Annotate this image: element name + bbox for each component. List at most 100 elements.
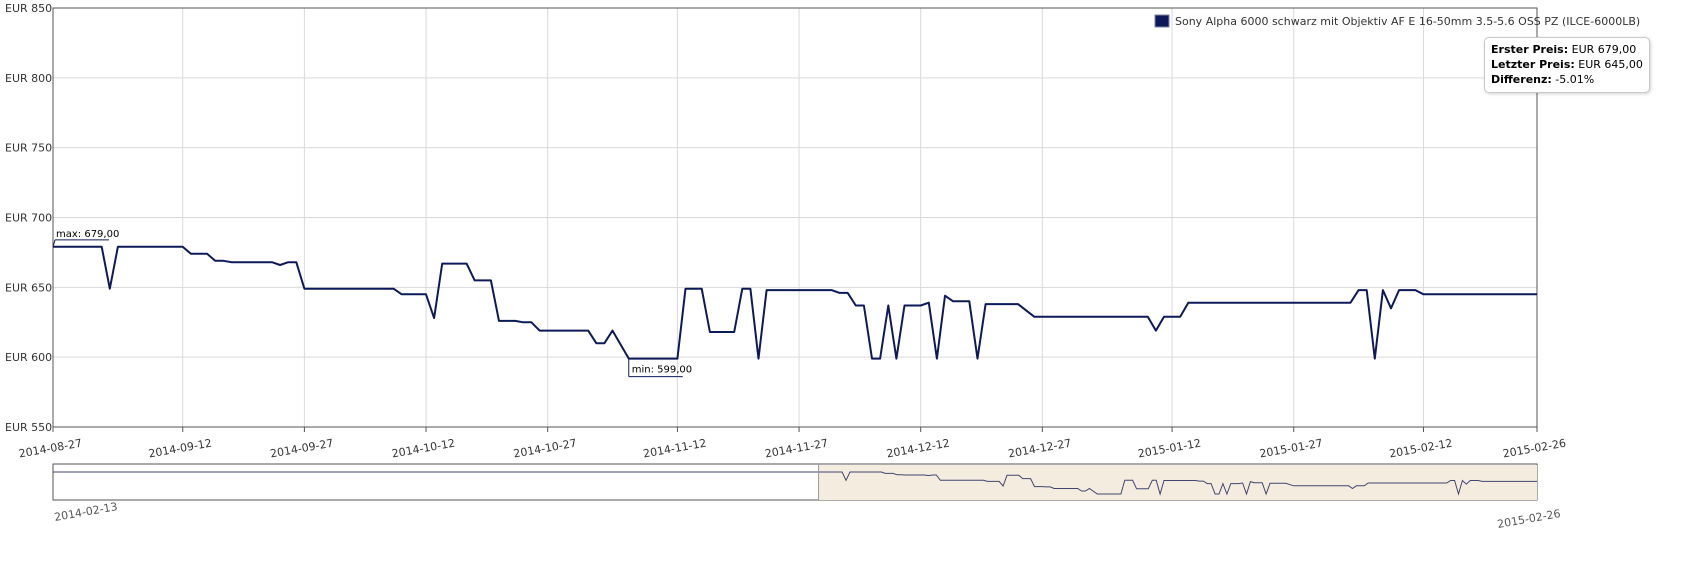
data-point (748, 286, 753, 291)
data-point (294, 260, 299, 265)
data-point (513, 318, 518, 323)
navigator-end-label: 2015-02-26 (1496, 507, 1561, 531)
y-tick-label: EUR 750 (5, 142, 52, 155)
navigator-series (53, 471, 1537, 496)
price-summary-tooltip: Erster Preis: EUR 679,00 Letzter Preis: … (1484, 37, 1650, 93)
legend-swatch (1154, 14, 1170, 28)
data-point (399, 292, 404, 297)
y-tick-label: EUR 600 (5, 351, 52, 364)
data-point (1364, 288, 1369, 293)
first-price-row: Erster Preis: EUR 679,00 (1491, 42, 1643, 57)
max-label: max: 679,00 (56, 229, 119, 240)
data-point (115, 244, 120, 249)
y-tick-label: EUR 800 (5, 72, 52, 85)
data-point (870, 356, 875, 361)
min-max-annotations: max: 679,00 min: 599,00 (52, 229, 692, 378)
plot-frame (52, 7, 1538, 428)
data-point (180, 244, 185, 249)
data-point (278, 262, 283, 267)
data-point (391, 286, 396, 291)
navigator-start-label: 2014-02-13 (53, 500, 118, 524)
data-point (845, 290, 850, 295)
data-point (1145, 314, 1150, 319)
price-line (53, 245, 1537, 360)
data-point (205, 251, 210, 256)
data-point (594, 341, 599, 346)
data-point (764, 288, 769, 293)
x-tick-label: 2014-11-12 (642, 437, 707, 461)
data-point (740, 286, 745, 291)
x-tick-label: 2015-02-12 (1388, 437, 1453, 461)
navigator-line (53, 471, 1537, 496)
x-tick-label: 2015-01-12 (1137, 437, 1202, 461)
data-point (586, 328, 591, 333)
navigator[interactable]: 2014-02-13 2015-02-26 (52, 463, 1561, 531)
min-annotation: min: 599,00 (628, 358, 692, 378)
data-point (951, 299, 956, 304)
data-point (229, 260, 234, 265)
data-point (853, 303, 858, 308)
y-axis: EUR 850 EUR 800 EUR 750 EUR 700 EUR 650 EUR 6… (5, 2, 52, 434)
y-tick-label: EUR 550 (5, 421, 52, 434)
data-point (213, 258, 218, 263)
x-tick-label: 2015-02-26 (1502, 437, 1567, 461)
data-point (837, 290, 842, 295)
x-tick-label: 2014-12-27 (1007, 437, 1072, 461)
data-point (926, 300, 931, 305)
data-point (886, 303, 891, 308)
data-point (1153, 328, 1158, 333)
data-point (967, 299, 972, 304)
data-point (440, 261, 445, 266)
data-point (1161, 314, 1166, 319)
min-label: min: 599,00 (632, 365, 692, 376)
last-price-label: Letzter Preis: (1491, 58, 1575, 71)
data-point (699, 286, 704, 291)
data-point (188, 251, 193, 256)
data-point (1535, 292, 1540, 297)
data-point (1032, 314, 1037, 319)
data-point (1372, 356, 1377, 361)
data-point (1178, 314, 1183, 319)
data-point (732, 330, 737, 335)
x-tick-label: 2014-10-27 (512, 437, 577, 461)
data-point (602, 341, 607, 346)
x-tick-label: 2015-01-27 (1259, 437, 1324, 461)
data-point (1016, 302, 1021, 307)
data-point (1397, 288, 1402, 293)
y-tick-label: EUR 700 (5, 212, 52, 225)
data-point (861, 303, 866, 308)
data-point (983, 302, 988, 307)
y-tick-label: EUR 650 (5, 281, 52, 294)
data-point (107, 286, 112, 291)
legend[interactable]: Sony Alpha 6000 schwarz mit Objektiv AF … (1154, 14, 1640, 28)
y-tick-label: EUR 850 (5, 2, 52, 15)
data-point (1389, 306, 1394, 311)
first-price-label: Erster Preis: (1491, 43, 1569, 56)
data-point (756, 356, 761, 361)
data-point (918, 303, 923, 308)
x-tick-label: 2014-08-27 (18, 437, 83, 461)
data-point (302, 286, 307, 291)
x-tick-label: 2014-11-27 (764, 437, 829, 461)
data-point (829, 288, 834, 293)
data-point (1356, 288, 1361, 293)
data-point (610, 328, 615, 333)
data-point (675, 356, 680, 361)
legend-label: Sony Alpha 6000 schwarz mit Objektiv AF … (1175, 15, 1640, 28)
data-point (269, 260, 274, 265)
max-annotation: max: 679,00 (52, 229, 119, 247)
price-series[interactable] (51, 244, 1540, 361)
difference-row: Differenz: -5.01% (1491, 72, 1643, 87)
data-point (1348, 300, 1353, 305)
data-point (975, 356, 980, 361)
data-point (521, 320, 526, 325)
first-price-value: EUR 679,00 (1571, 43, 1637, 56)
data-point (472, 278, 477, 283)
data-point (488, 278, 493, 283)
data-point (934, 356, 939, 361)
data-point (432, 316, 437, 321)
data-point (1421, 292, 1426, 297)
x-tick-label: 2014-10-12 (391, 437, 456, 461)
data-point (683, 286, 688, 291)
